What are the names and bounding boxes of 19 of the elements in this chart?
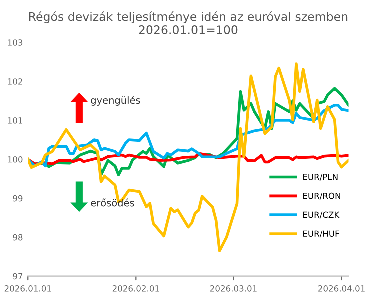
line-series: [28, 62, 349, 252]
y-tick-label: 98: [13, 234, 23, 241]
annotation: erősödés: [91, 198, 134, 207]
y-tick-label: 97: [13, 273, 23, 280]
x-tick-label: 2026.04.01: [318, 286, 365, 292]
annotation: gyengülés: [91, 96, 140, 106]
y-tick-label: 99: [13, 195, 23, 202]
x-tick-label: 2026.03.01: [210, 286, 257, 292]
legend-label: EUR/RON: [304, 192, 340, 200]
legend-label: EUR/CZK: [304, 212, 340, 219]
x-tick-label: 2026.01.01: [4, 286, 52, 292]
chart-title: Régós devizák teljesítménye idén az euróval szemben 2026.01.01=100: [29, 12, 348, 34]
legend-label: EUR/HUF: [304, 230, 340, 238]
y-tick-label: 101: [8, 118, 22, 124]
y-tick-label: 103: [8, 40, 23, 46]
y-tick-label: 100: [8, 156, 23, 163]
legend-label: EUR/PLN: [304, 174, 338, 181]
x-tick-label: 2026.02.01: [112, 286, 160, 292]
y-tick-label: 102: [8, 78, 22, 85]
